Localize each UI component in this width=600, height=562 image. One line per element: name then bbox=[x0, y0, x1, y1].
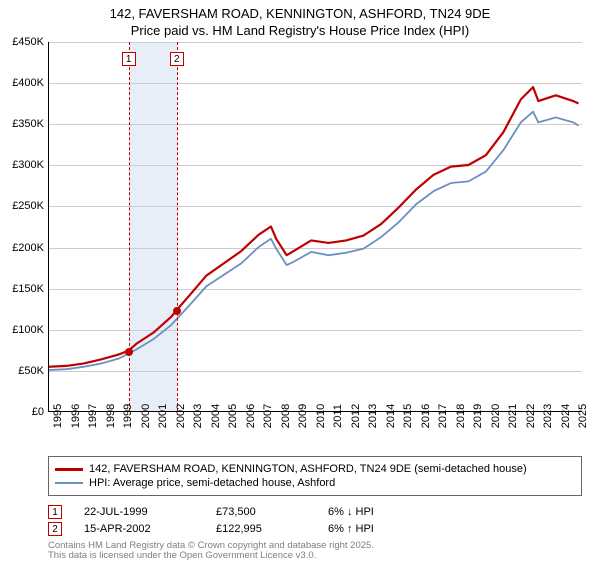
xtick-label: 2002 bbox=[175, 404, 187, 428]
xtick-label: 2010 bbox=[315, 404, 327, 428]
xtick-label: 2018 bbox=[455, 404, 467, 428]
legend-label-price-paid: 142, FAVERSHAM ROAD, KENNINGTON, ASHFORD… bbox=[89, 463, 527, 475]
ytick-label: £0 bbox=[2, 406, 44, 418]
event-marker-box-1: 1 bbox=[48, 505, 62, 519]
event-row-1: 1 22-JUL-1999 £73,500 6% ↓ HPI bbox=[48, 505, 582, 519]
xtick-label: 2009 bbox=[297, 404, 309, 428]
ytick-label: £450K bbox=[2, 36, 44, 48]
xtick-label: 2011 bbox=[332, 404, 344, 428]
xtick-label: 2017 bbox=[437, 404, 449, 428]
ytick-label: £150K bbox=[2, 283, 44, 295]
title-block: 142, FAVERSHAM ROAD, KENNINGTON, ASHFORD… bbox=[0, 0, 600, 42]
ytick-label: £300K bbox=[2, 159, 44, 171]
event-dot bbox=[173, 307, 181, 315]
legend-label-hpi: HPI: Average price, semi-detached house,… bbox=[89, 477, 335, 489]
xtick-label: 2004 bbox=[210, 404, 222, 428]
xtick-label: 2015 bbox=[402, 404, 414, 428]
events-table: 1 22-JUL-1999 £73,500 6% ↓ HPI 2 15-APR-… bbox=[48, 502, 582, 539]
event-marker-box-2: 2 bbox=[48, 522, 62, 536]
title-subtitle: Price paid vs. HM Land Registry's House … bbox=[10, 23, 590, 40]
event-dot bbox=[125, 348, 133, 356]
event-date-2: 15-APR-2002 bbox=[84, 523, 194, 535]
xtick-label: 1996 bbox=[70, 404, 82, 428]
legend-row-price-paid: 142, FAVERSHAM ROAD, KENNINGTON, ASHFORD… bbox=[55, 463, 575, 475]
xtick-label: 2016 bbox=[420, 404, 432, 428]
event-vline bbox=[129, 42, 130, 411]
xtick-label: 2006 bbox=[245, 404, 257, 428]
xtick-label: 2023 bbox=[542, 404, 554, 428]
xtick-label: 1998 bbox=[105, 404, 117, 428]
xtick-label: 2000 bbox=[140, 404, 152, 428]
xtick-label: 2003 bbox=[192, 404, 204, 428]
event-row-2: 2 15-APR-2002 £122,995 6% ↑ HPI bbox=[48, 522, 582, 536]
xtick-label: 1999 bbox=[122, 404, 134, 428]
xtick-label: 2001 bbox=[157, 404, 169, 428]
event-delta-2: 6% ↑ HPI bbox=[328, 523, 374, 535]
xtick-label: 2012 bbox=[350, 404, 362, 428]
ytick-label: £50K bbox=[2, 365, 44, 377]
xtick-label: 2020 bbox=[490, 404, 502, 428]
event-marker-flag: 1 bbox=[122, 52, 136, 66]
ytick-label: £400K bbox=[2, 77, 44, 89]
license-text: Contains HM Land Registry data © Crown c… bbox=[48, 541, 374, 562]
xtick-label: 2024 bbox=[560, 404, 572, 428]
xtick-label: 1997 bbox=[87, 404, 99, 428]
event-date-1: 22-JUL-1999 bbox=[84, 506, 194, 518]
xtick-label: 2008 bbox=[280, 404, 292, 428]
ytick-label: £250K bbox=[2, 200, 44, 212]
legend-row-hpi: HPI: Average price, semi-detached house,… bbox=[55, 477, 575, 489]
ytick-label: £350K bbox=[2, 118, 44, 130]
title-address: 142, FAVERSHAM ROAD, KENNINGTON, ASHFORD… bbox=[10, 6, 590, 23]
xtick-label: 2014 bbox=[385, 404, 397, 428]
xtick-label: 2005 bbox=[227, 404, 239, 428]
xtick-label: 2025 bbox=[577, 404, 589, 428]
ytick-label: £100K bbox=[2, 324, 44, 336]
xtick-label: 2013 bbox=[367, 404, 379, 428]
xtick-label: 1995 bbox=[52, 404, 64, 428]
xtick-label: 2019 bbox=[472, 404, 484, 428]
event-price-2: £122,995 bbox=[216, 523, 306, 535]
legend-swatch-hpi bbox=[55, 482, 83, 484]
xtick-label: 2022 bbox=[525, 404, 537, 428]
xtick-label: 2021 bbox=[507, 404, 519, 428]
legend-swatch-price-paid bbox=[55, 468, 83, 471]
event-price-1: £73,500 bbox=[216, 506, 306, 518]
chart-plot-area: 12 bbox=[48, 42, 582, 412]
xtick-label: 2007 bbox=[262, 404, 274, 428]
legend-box: 142, FAVERSHAM ROAD, KENNINGTON, ASHFORD… bbox=[48, 456, 582, 496]
event-marker-flag: 2 bbox=[170, 52, 184, 66]
chart-container: 142, FAVERSHAM ROAD, KENNINGTON, ASHFORD… bbox=[0, 0, 600, 560]
event-delta-1: 6% ↓ HPI bbox=[328, 506, 374, 518]
event-vline bbox=[177, 42, 178, 411]
ytick-label: £200K bbox=[2, 242, 44, 254]
